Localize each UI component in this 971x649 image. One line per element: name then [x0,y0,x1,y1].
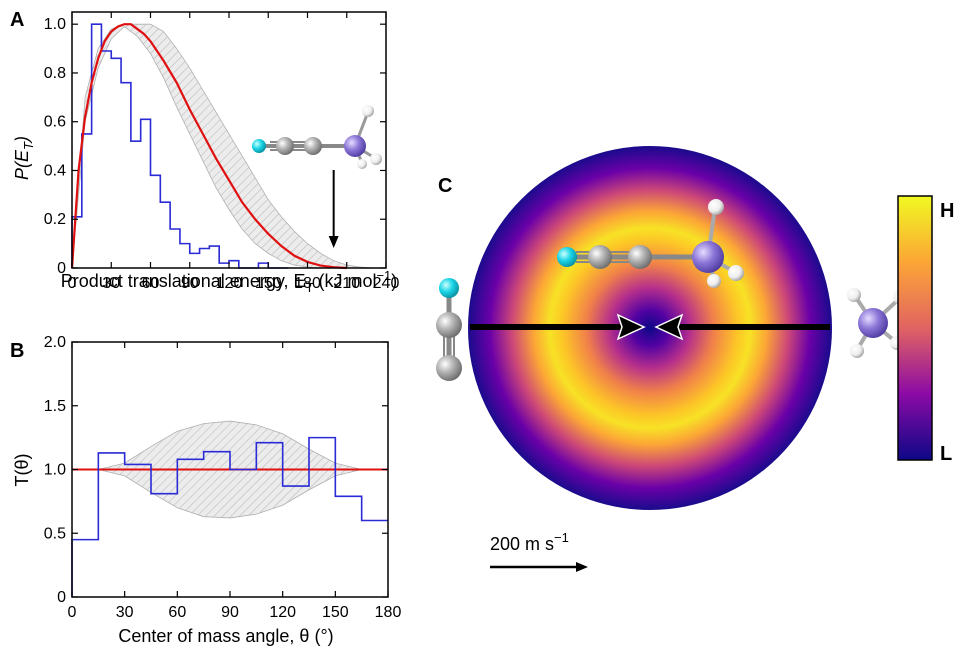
energy-arrow [328,170,339,248]
x-tick-label: 180 [375,604,402,621]
x-tick-label: 150 [255,275,282,292]
fit-curve-a [70,23,347,270]
y-tick-label: 2.0 [44,334,66,351]
reactant-left-molecule-icon [436,278,462,381]
y-tick-label: 0.5 [44,525,66,542]
y-tick-label: 0.6 [44,114,66,131]
colorbar [897,195,933,461]
arrow-head [328,236,339,248]
panel-label-c: C [438,175,452,197]
x-tick-label: 60 [142,275,160,292]
x-tick-label: 210 [333,275,360,292]
panel-label-a: A [10,9,24,31]
x-tick-label: 90 [221,604,239,621]
y-tick-label: 0 [57,589,66,606]
y-tick-label: 0.4 [44,162,66,179]
x-tick-label: 120 [216,275,243,292]
y-axis-ticks-b: 0 0.5 1.0 1.5 2.0 [44,334,388,606]
x-axis-ticks-a: 0 30 60 90 120 150 180 210 240 [68,12,400,292]
x-tick-label: 0 [68,275,77,292]
y-tick-label: 1.5 [44,398,66,415]
right-arrowhead [654,313,684,341]
y-axis-ticks-a: 0 0.2 0.4 0.6 0.8 1.0 [44,16,386,277]
x-tick-label: 240 [373,275,400,292]
histogram-steps [71,436,388,597]
x-axis-label-a: Product translational energy, ET (kJ mol… [61,268,398,295]
velocity-map [468,146,832,510]
y-axis-label-a: P(ET) [12,136,36,180]
scale-bar-label: 200 m s−1 [490,530,569,554]
x-tick-label: 0 [68,604,77,621]
y-axis-label-b: T(θ) [12,454,32,487]
y-tick-label: 0.2 [44,211,66,228]
y-tick-label: 0.8 [44,65,66,82]
y-tick-label: 0 [57,260,66,277]
x-tick-label: 120 [269,604,296,621]
x-tick-label: 90 [181,275,199,292]
y-tick-label: 1.0 [44,16,66,33]
chart-panel-b: 0 30 60 90 120 150 180 0 0.5 1.0 1.5 2.0 Center of… [12,334,401,646]
chart-panel-a: 0 30 60 90 120 150 180 210 240 00.20.40.60.81.0 … [12,11,400,295]
x-tick-label: 30 [116,604,134,621]
x-tick-label: 30 [102,275,120,292]
colorbar-low-label: L [940,443,952,465]
x-axis-label-b: Center of mass angle, θ (°) [118,626,333,646]
fit-curve-line [70,23,347,270]
x-axis-ticks-b: 0 30 60 90 120 150 180 [68,342,402,621]
product-molecule-map-icon [557,199,744,288]
x-tick-label: 60 [168,604,186,621]
colorbar-high-label: H [940,200,954,222]
y-tick-label: 1.0 [44,462,66,479]
velocity-flux-disk [468,146,832,510]
product-molecule-icon [252,105,382,169]
scale-bar-arrowhead [576,562,588,572]
histogram-b [71,436,388,597]
panel-label-b: B [10,340,24,362]
x-tick-label: 150 [322,604,349,621]
x-tick-label: 180 [294,275,321,292]
left-arrowhead [616,313,646,341]
